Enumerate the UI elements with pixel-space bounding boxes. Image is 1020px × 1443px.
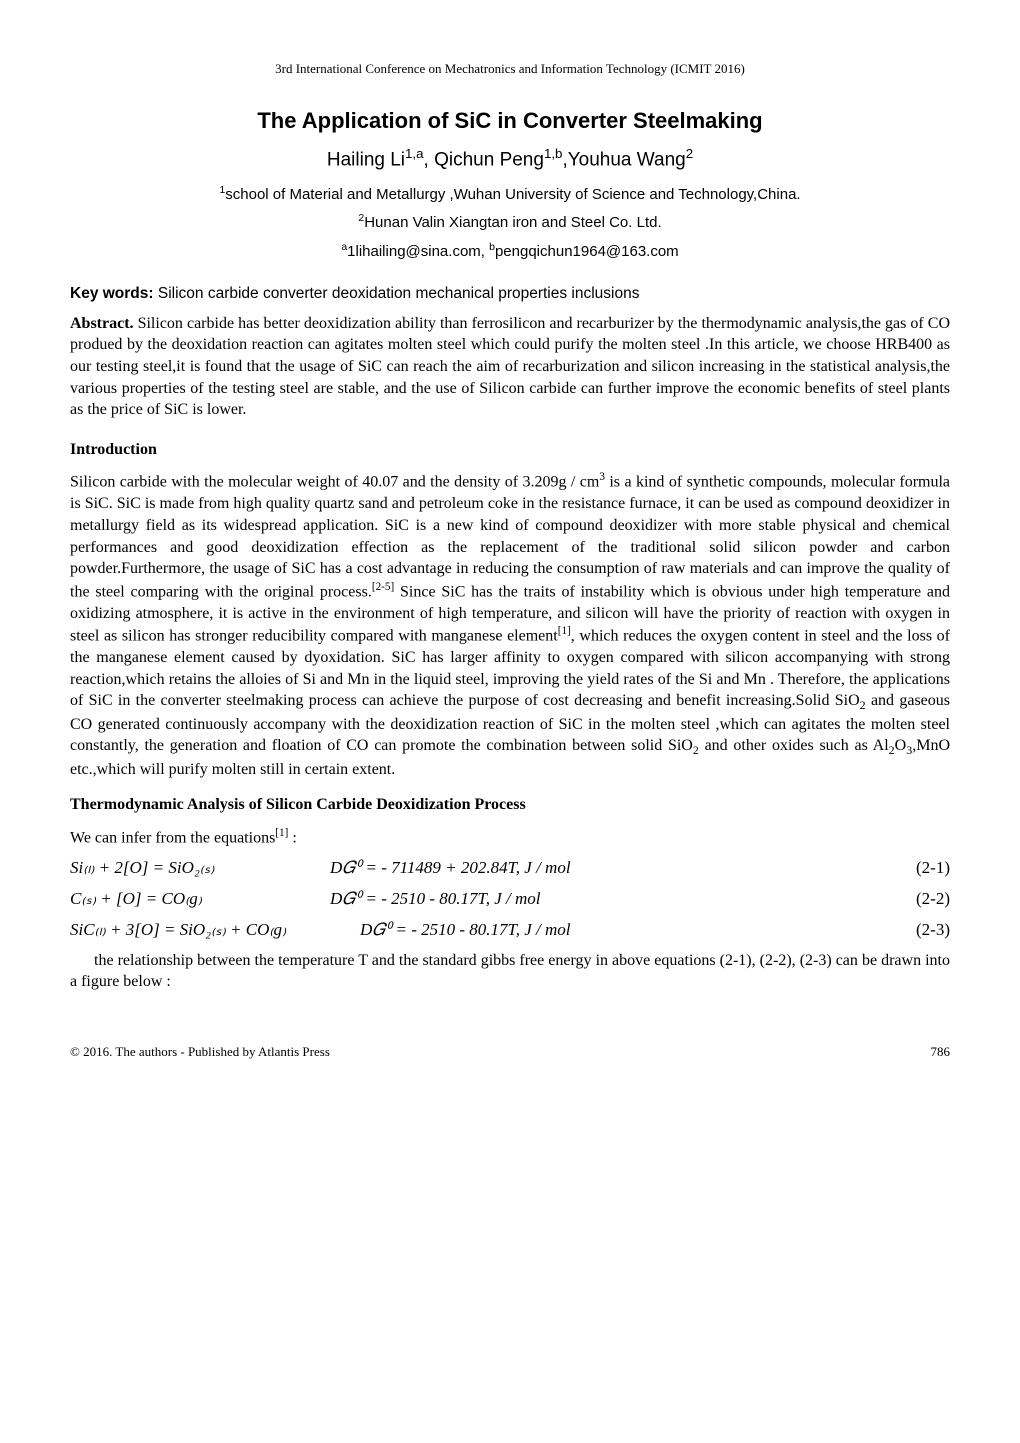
keywords-text: Silicon carbide converter deoxidation me… xyxy=(154,285,640,302)
eq1-left: Si₍ₗ₎ + 2[O] = SiO₂₍ₛ₎ xyxy=(70,857,330,880)
affil1-text: school of Material and Metallurgy ,Wuhan… xyxy=(225,186,800,203)
email-a: 1lihailing@sina.com, xyxy=(347,243,489,260)
thermo-intro-post: : xyxy=(288,829,296,846)
abstract: Abstract. Silicon carbide has better deo… xyxy=(70,313,950,421)
eq3-mid: D𝐺⁰ = - 2510 - 80.17T, J / mol xyxy=(360,919,880,942)
author-2-sup: 1,b xyxy=(544,146,563,161)
author-3-sup: 2 xyxy=(686,146,693,161)
abstract-text: Silicon carbide has better deoxidization… xyxy=(70,315,950,418)
section-thermodynamic: Thermodynamic Analysis of Silicon Carbid… xyxy=(70,794,950,816)
keywords-line: Key words: Silicon carbide converter deo… xyxy=(70,284,950,305)
eq3-left: SiC₍ₗ₎ + 3[O] = SiO₂₍ₛ₎ + CO₍g₎ xyxy=(70,919,360,942)
thermo-intro: We can infer from the equations[1] : xyxy=(70,826,950,849)
equation-2-3: SiC₍ₗ₎ + 3[O] = SiO₂₍ₛ₎ + CO₍g₎ D𝐺⁰ = - … xyxy=(70,919,950,942)
intro-ref-1: [2-5] xyxy=(372,581,394,593)
keywords-label: Key words: xyxy=(70,285,154,302)
authors: Hailing Li1,a, Qichun Peng1,b,Youhua Wan… xyxy=(70,145,950,173)
intro-text-7: O xyxy=(895,737,907,754)
intro-ref-2: [1] xyxy=(558,625,571,637)
emails: a1lihailing@sina.com, bpengqichun1964@16… xyxy=(70,240,950,262)
thermo-intro-pre: We can infer from the equations xyxy=(70,829,275,846)
intro-text-2: is a kind of synthetic compounds, molecu… xyxy=(70,474,950,600)
intro-text-6: and other oxides such as Al xyxy=(699,737,889,754)
author-2: , Qichun Peng xyxy=(424,150,544,171)
introduction-paragraph: Silicon carbide with the molecular weigh… xyxy=(70,470,950,780)
thermo-intro-ref: [1] xyxy=(275,827,288,839)
page-footer: © 2016. The authors - Published by Atlan… xyxy=(70,1043,950,1061)
section-introduction: Introduction xyxy=(70,439,950,461)
author-3: ,Youhua Wang xyxy=(562,150,685,171)
eq2-mid: D𝐺⁰ = - 2510 - 80.17T, J / mol xyxy=(330,888,880,911)
eq1-mid: D𝐺⁰ = - 711489 + 202.84T, J / mol xyxy=(330,857,880,880)
intro-text-1: Silicon carbide with the molecular weigh… xyxy=(70,474,599,491)
equation-2-1: Si₍ₗ₎ + 2[O] = SiO₂₍ₛ₎ D𝐺⁰ = - 711489 + … xyxy=(70,857,950,880)
affil2-text: Hunan Valin Xiangtan iron and Steel Co. … xyxy=(364,214,661,231)
closing-paragraph: the relationship between the temperature… xyxy=(70,950,950,993)
conference-header: 3rd International Conference on Mechatro… xyxy=(70,60,950,78)
eq2-num: (2-2) xyxy=(880,888,950,911)
eq3-num: (2-3) xyxy=(880,919,950,942)
eq2-left: C₍ₛ₎ + [O] = CO₍g₎ xyxy=(70,888,330,911)
author-1-sup: 1,a xyxy=(405,146,424,161)
footer-copyright: © 2016. The authors - Published by Atlan… xyxy=(70,1043,330,1061)
author-1: Hailing Li xyxy=(327,150,405,171)
affiliation-1: 1school of Material and Metallurgy ,Wuha… xyxy=(70,183,950,205)
affiliation-2: 2Hunan Valin Xiangtan iron and Steel Co.… xyxy=(70,211,950,233)
equation-2-2: C₍ₛ₎ + [O] = CO₍g₎ D𝐺⁰ = - 2510 - 80.17T… xyxy=(70,888,950,911)
eq1-num: (2-1) xyxy=(880,857,950,880)
paper-title: The Application of SiC in Converter Stee… xyxy=(70,106,950,136)
abstract-label: Abstract. xyxy=(70,315,134,332)
email-b: pengqichun1964@163.com xyxy=(495,243,679,260)
footer-page-number: 786 xyxy=(931,1043,951,1061)
